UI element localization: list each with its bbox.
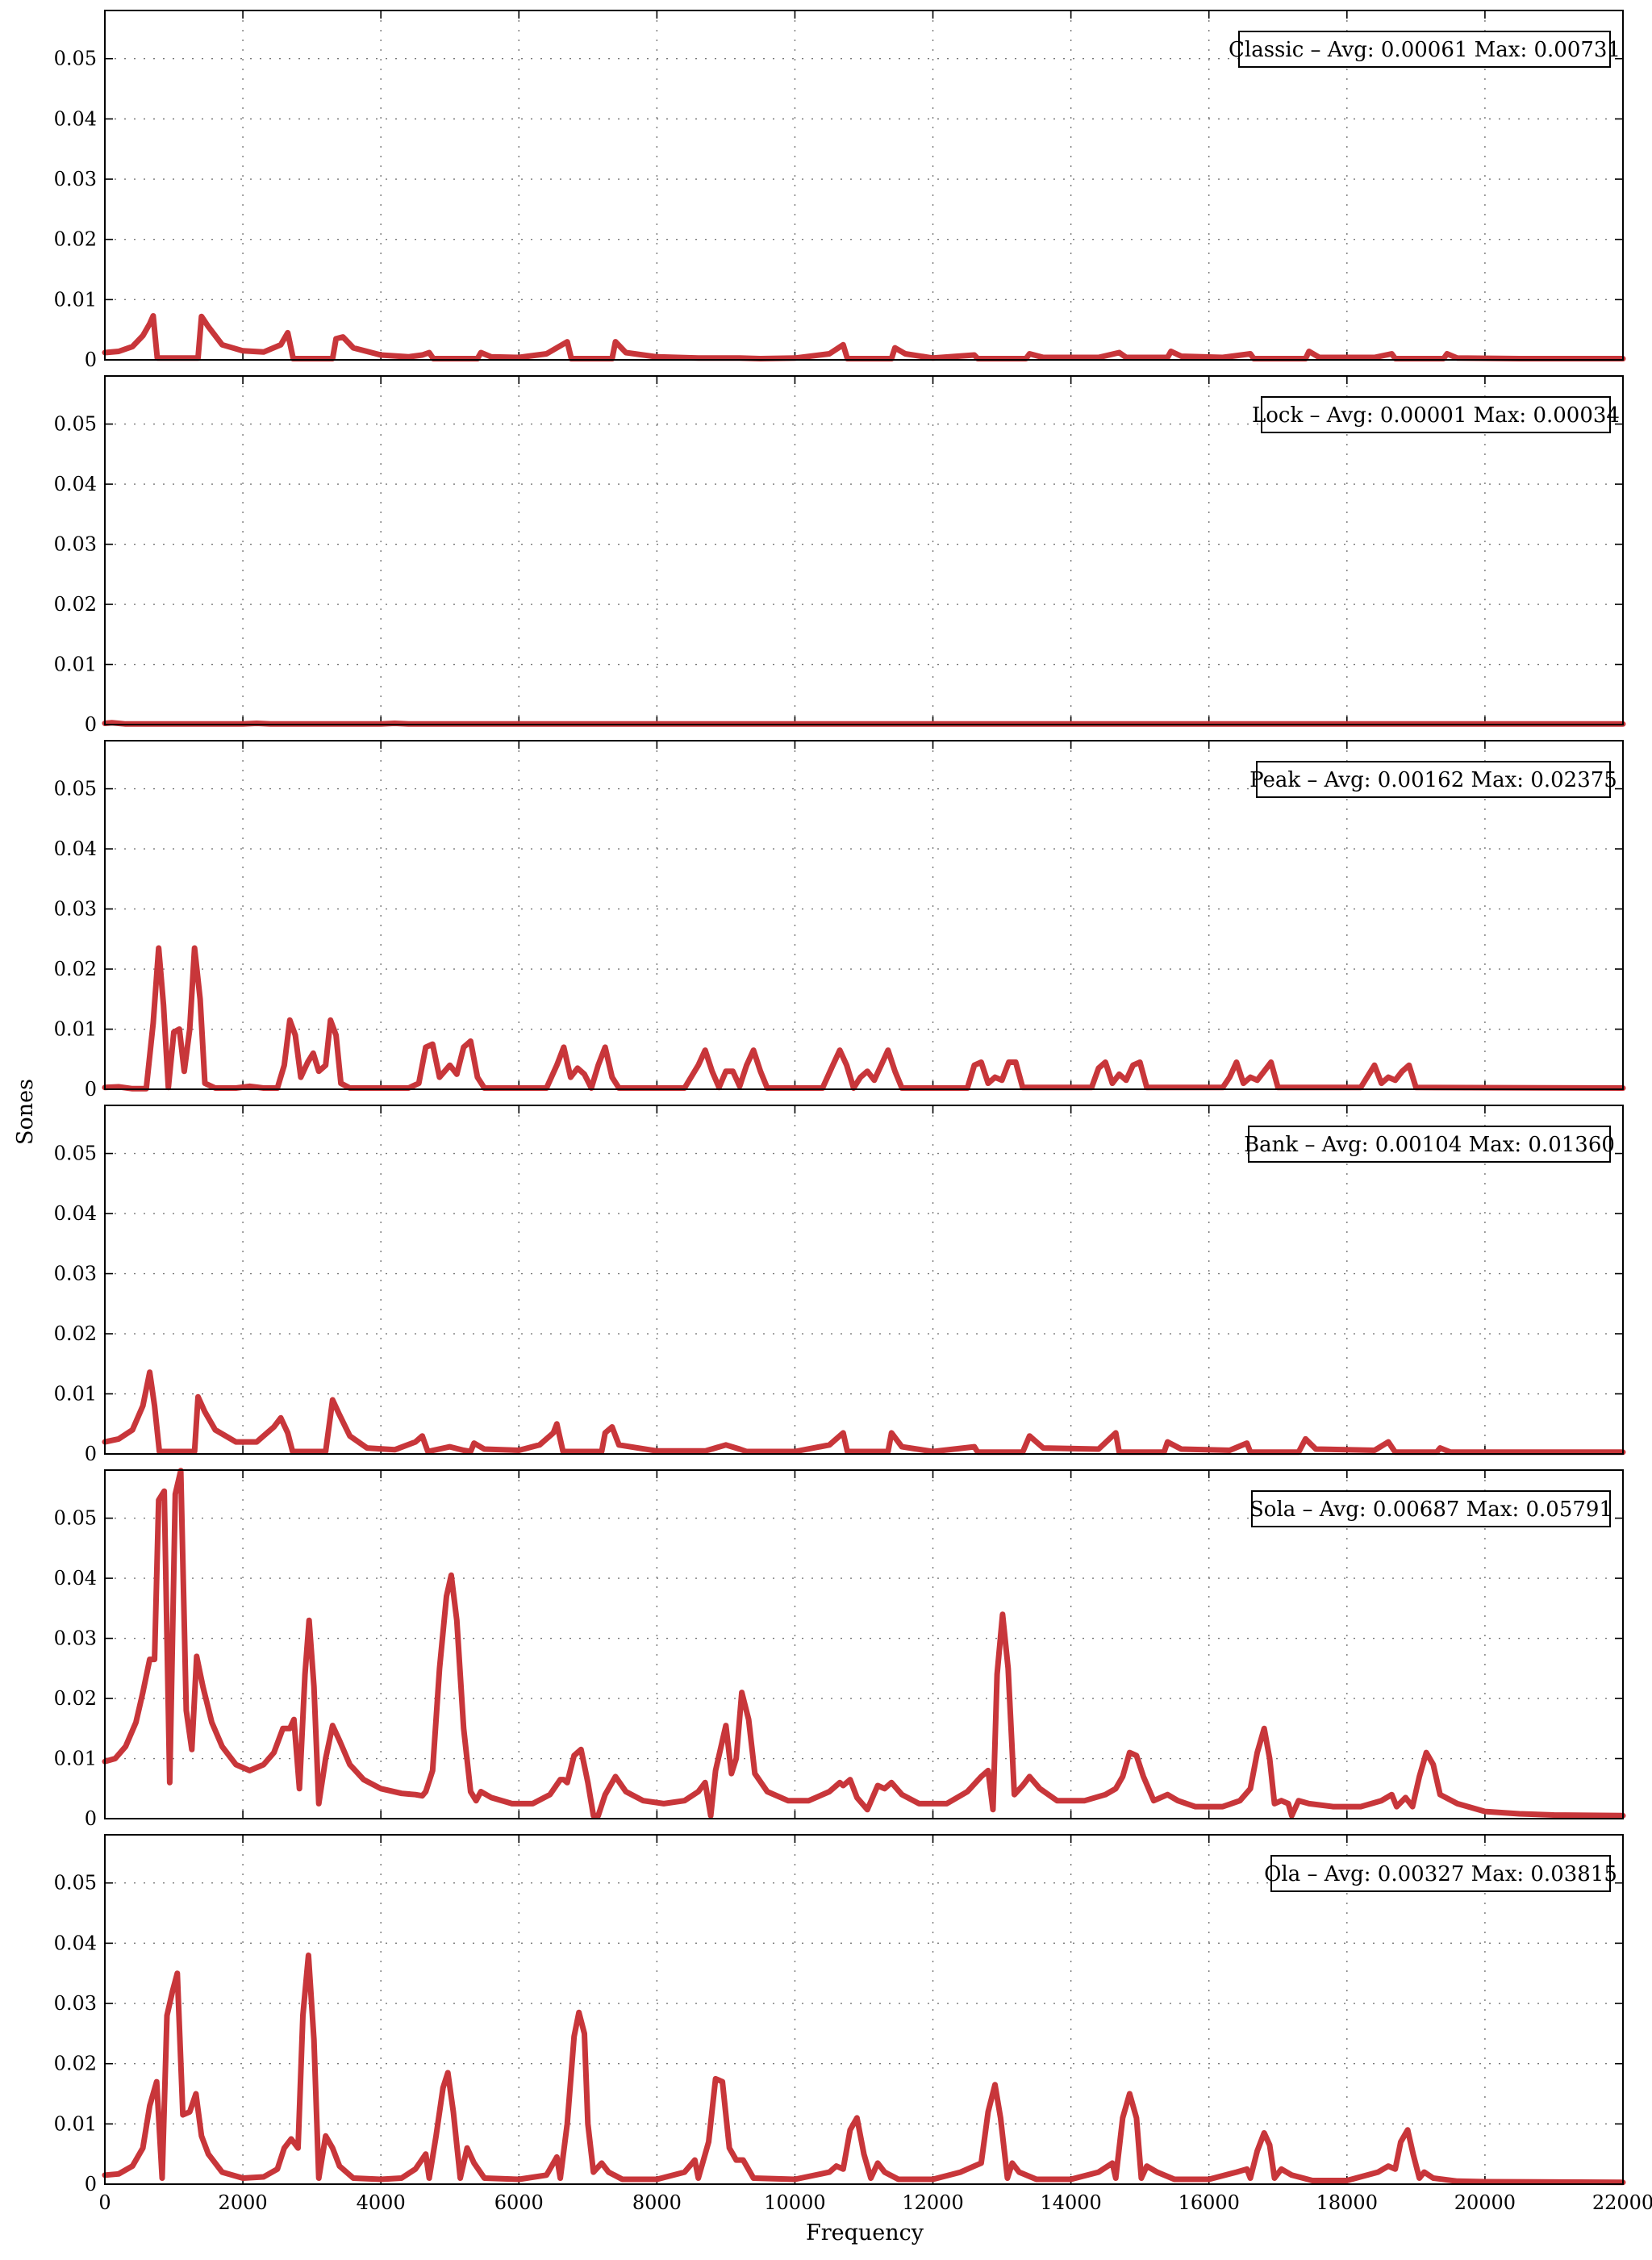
y-axis-label: Sones [13,1079,38,1145]
legend: Classic – Avg: 0.00061 Max: 0.00731 [1229,31,1621,68]
y-tick-label: 0.04 [54,838,97,860]
panel-background [105,741,1623,1089]
y-tick-label: 0.02 [54,1322,97,1345]
x-tick-label: 22000 [1592,2191,1652,2214]
legend-box [1261,396,1611,433]
panel-frame [104,1834,1624,2185]
y-tick-label: 0.03 [54,1263,97,1285]
x-tick-label: 20000 [1454,2191,1516,2214]
panel-background [105,1470,1623,1819]
y-tick-label: 0.01 [54,288,97,311]
y-tick-label: 0.05 [54,413,97,436]
y-tick-label: 0.02 [54,228,97,251]
y-tick-label: 0.04 [54,1932,97,1954]
legend-box [1256,761,1611,798]
y-tick-label: 0.04 [54,107,97,130]
x-tick-label: 14000 [1040,2191,1101,2214]
x-tick-label: 10000 [764,2191,825,2214]
y-tick-label: 0.01 [54,1018,97,1041]
panel-frame [104,1105,1624,1455]
x-tick-label: 0 [98,2191,111,2214]
x-tick-label: 2000 [219,2191,268,2214]
panel-frame [104,10,1624,361]
panel-5: 0 0.01 0.02 0.03 0.04 0.05 Sola – Avg: 0.00687… [54,1468,1626,1830]
x-axis-label: Frequency [806,2220,924,2245]
panel-background [105,376,1623,725]
series-line [102,313,1626,361]
y-tick-label: 0.04 [54,1567,97,1590]
series-line [102,720,1626,727]
y-tick-label: 0 [85,1807,97,1830]
x-tick-label: 18000 [1316,2191,1378,2214]
y-tick-label: 0.05 [54,1872,97,1894]
y-tick-label: 0.02 [54,593,97,616]
y-tick-label: 0.03 [54,533,97,556]
x-tick-label: 12000 [902,2191,963,2214]
panel-frame [104,1469,1624,1819]
y-tick-label: 0.05 [54,1507,97,1530]
y-tick-label: 0 [85,713,97,736]
y-tick-label: 0 [85,1443,97,1465]
legend-box [1238,31,1611,68]
panel-2: 0 0.01 0.02 0.03 0.04 0.05 Lock – Avg: 0.00001… [54,375,1626,736]
y-tick-label: 0.01 [54,1383,97,1406]
x-tick-label: 16000 [1179,2191,1240,2214]
legend: Lock – Avg: 0.00001 Max: 0.00034 [1252,396,1620,433]
legend-text: Lock – Avg: 0.00001 Max: 0.00034 [1252,403,1620,428]
legend-text: Ola – Avg: 0.00327 Max: 0.03815 [1264,1862,1617,1886]
y-tick-label: 0.01 [54,2112,97,2135]
y-tick-label: 0.05 [54,48,97,70]
panel-1: 0 0.01 0.02 0.03 0.04 0.05 Classic – Avg: 0.00… [54,10,1626,371]
x-tick-label: 8000 [632,2191,682,2214]
legend-text: Bank – Avg: 0.00104 Max: 0.01360 [1244,1133,1615,1157]
y-tick-label: 0.02 [54,958,97,980]
y-tick-label: 0 [85,349,97,371]
panel-frame [104,375,1624,725]
x-tick-label: 4000 [357,2191,406,2214]
y-tick-label: 0.03 [54,1627,97,1650]
y-tick-label: 0.01 [54,1748,97,1770]
x-tick-labels: 0 2000 4000 6000 8000 10000 12000 14000 16000 180… [98,2191,1652,2214]
y-tick-label: 0 [85,2173,97,2195]
y-tick-label: 0.02 [54,2053,97,2075]
legend-text: Classic – Avg: 0.00061 Max: 0.00731 [1229,38,1621,62]
y-tick-label: 0.04 [54,473,97,495]
legend-box [1270,1855,1611,1892]
panel-background [105,10,1623,360]
panel-4: 0 0.01 0.02 0.03 0.04 0.05 Bank – Avg: 0.00104… [54,1105,1626,1465]
panel-6: 0 0.01 0.02 0.03 0.04 0.05 Ola – Avg: 0.00327 … [54,1834,1626,2195]
panel-frame [104,740,1624,1090]
y-tick-label: 0.02 [54,1687,97,1710]
legend-box [1251,1490,1611,1527]
series-line [102,945,1626,1092]
y-tick-label: 0.05 [54,778,97,800]
y-tick-label: 0 [85,1078,97,1101]
x-tick-label: 6000 [494,2191,544,2214]
panel-background [105,1105,1623,1454]
legend-text: Peak – Avg: 0.00162 Max: 0.02375 [1249,768,1617,792]
legend-text: Sola – Avg: 0.00687 Max: 0.05791 [1249,1498,1612,1522]
legend: Peak – Avg: 0.00162 Max: 0.02375 [1249,761,1617,798]
y-tick-label: 0.03 [54,1992,97,2015]
legend-box [1248,1126,1611,1163]
y-tick-label: 0.05 [54,1143,97,1165]
panel-background [105,1835,1623,2184]
y-tick-label: 0.03 [54,898,97,921]
panels-container: 0 0.01 0.02 0.03 0.04 0.05 Classic – Avg: 0.00… [54,10,1652,2214]
y-tick-label: 0.01 [54,654,97,676]
legend: Bank – Avg: 0.00104 Max: 0.01360 [1244,1126,1615,1163]
y-tick-label: 0.04 [54,1202,97,1225]
panel-3: 0 0.01 0.02 0.03 0.04 0.05 Peak – Avg: 0.00162… [54,740,1626,1101]
series-line [102,1952,1626,2186]
legend: Sola – Avg: 0.00687 Max: 0.05791 [1249,1490,1612,1527]
series-line [102,1369,1626,1456]
series-line [102,1468,1626,1819]
legend: Ola – Avg: 0.00327 Max: 0.03815 [1264,1855,1617,1892]
y-tick-label: 0.03 [54,168,97,190]
